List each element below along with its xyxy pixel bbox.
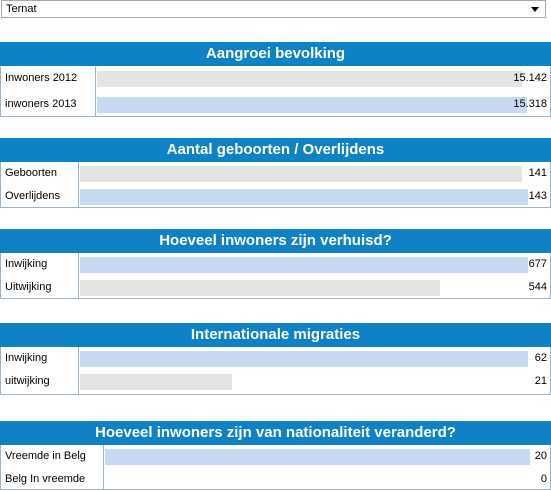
bar-track — [80, 374, 528, 390]
section-title: Hoeveel inwoners zijn van nationaliteit … — [0, 421, 551, 445]
bar — [80, 257, 528, 273]
row-value: 15.318 — [513, 98, 547, 110]
row-label: Inwijking — [5, 352, 48, 364]
row-value: 544 — [528, 281, 547, 293]
row-value: 21 — [534, 375, 547, 387]
municipality-select[interactable]: Ternat — [1, 0, 546, 18]
bar — [80, 374, 232, 390]
row-label: uitwijking — [5, 375, 50, 387]
bar-track — [105, 472, 530, 488]
section-title: Hoeveel inwoners zijn verhuisd? — [0, 229, 551, 253]
row-label: Inwijking — [5, 258, 48, 270]
stat-row: Geboorten 141 — [1, 162, 550, 185]
stat-row: uitwijking 21 — [1, 370, 550, 393]
stat-row: Uitwijking 544 — [1, 276, 550, 299]
column-divider — [78, 347, 79, 394]
section-title: Internationale migraties — [0, 323, 551, 347]
row-value: 62 — [534, 352, 547, 364]
row-label: Inwoners 2012 — [5, 72, 78, 84]
bar — [80, 189, 528, 205]
section-geboorten-overlijdens: Aantal geboorten / Overlijdens Geboorten… — [0, 138, 551, 208]
row-label: inwoners 2013 — [5, 98, 77, 110]
stat-row: Inwijking 677 — [1, 253, 550, 276]
row-label: Uitwijking — [5, 281, 52, 293]
section-body: Geboorten 141 Overlijdens 143 — [0, 162, 551, 208]
bar — [80, 280, 440, 296]
stat-row: Overlijdens 143 — [1, 185, 550, 208]
bar — [97, 97, 527, 113]
column-divider — [103, 445, 104, 489]
column-divider — [95, 67, 96, 116]
bar — [105, 449, 530, 465]
stat-row: Inwoners 2012 15.142 — [1, 67, 550, 90]
row-label: Vreemde in Belg — [5, 450, 86, 462]
section-body: Vreemde in Belg 20 Belg In vreemde 0 — [0, 445, 551, 490]
section-title: Aangroei bevolking — [0, 42, 551, 66]
row-value: 0 — [540, 473, 547, 485]
bar-track — [80, 189, 528, 205]
bar-track — [80, 280, 528, 296]
row-value: 15.142 — [513, 72, 547, 84]
row-value: 143 — [528, 190, 547, 202]
bar-track — [80, 257, 528, 273]
section-internationale-migraties: Internationale migraties Inwijking 62 ui… — [0, 323, 551, 395]
bar-track — [80, 351, 528, 367]
municipality-select-value: Ternat — [6, 3, 37, 15]
stat-row: Vreemde in Belg 20 — [1, 445, 550, 468]
bar-track — [80, 166, 528, 182]
row-label: Overlijdens — [5, 190, 61, 202]
stat-row: Belg In vreemde 0 — [1, 468, 550, 491]
section-nationaliteit-veranderd: Hoeveel inwoners zijn van nationaliteit … — [0, 421, 551, 490]
bar — [80, 351, 528, 367]
bar-track — [105, 449, 530, 465]
stat-row: Inwijking 62 — [1, 347, 550, 370]
column-divider — [78, 253, 79, 298]
section-body: Inwijking 677 Uitwijking 544 — [0, 253, 551, 299]
row-value: 141 — [528, 167, 547, 179]
row-label: Geboorten — [5, 167, 57, 179]
column-divider — [78, 162, 79, 207]
section-verhuisd: Hoeveel inwoners zijn verhuisd? Inwijkin… — [0, 229, 551, 299]
stat-row: inwoners 2013 15.318 — [1, 93, 550, 116]
section-body: Inwijking 62 uitwijking 21 — [0, 347, 551, 395]
row-value: 677 — [528, 258, 547, 270]
row-label: Belg In vreemde — [5, 473, 86, 485]
section-aangroei-bevolking: Aangroei bevolking Inwoners 2012 15.142 … — [0, 42, 551, 117]
chevron-down-icon[interactable] — [531, 7, 539, 12]
bar — [80, 166, 522, 182]
row-value: 20 — [534, 450, 547, 462]
bar-track — [97, 97, 527, 113]
section-title: Aantal geboorten / Overlijdens — [0, 138, 551, 162]
bar-track — [97, 71, 527, 87]
bar — [97, 71, 523, 87]
section-body: Inwoners 2012 15.142 inwoners 2013 15.31… — [0, 67, 551, 117]
